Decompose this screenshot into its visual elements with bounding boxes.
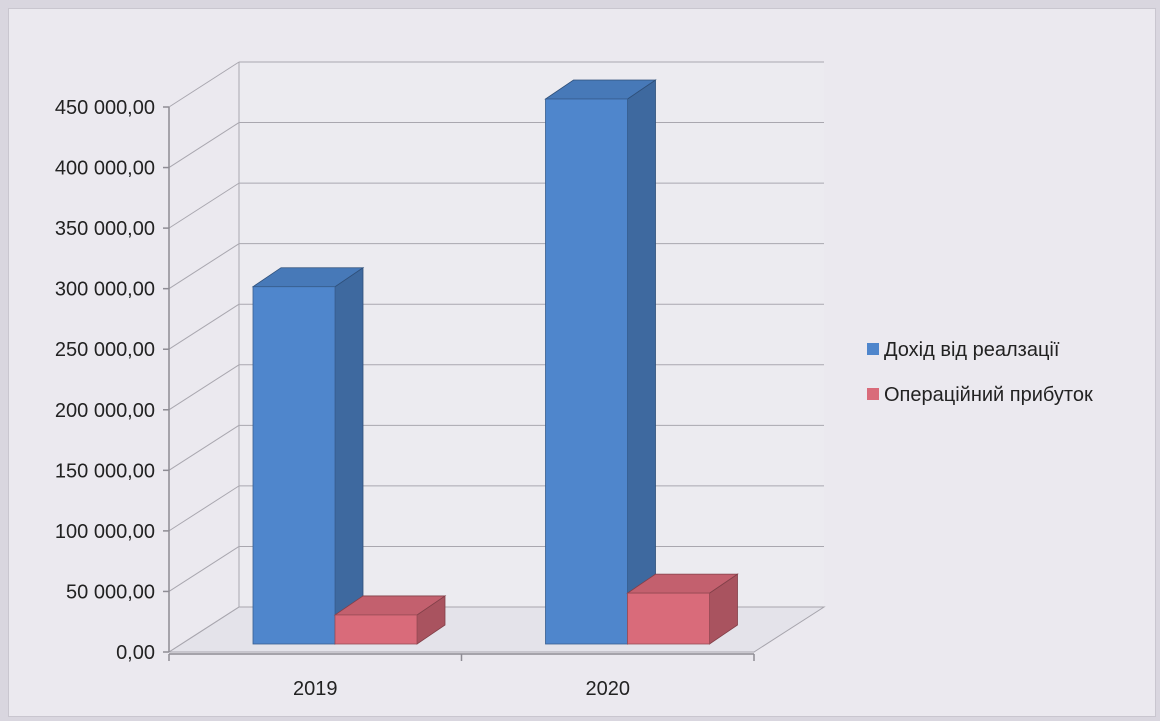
bar-front-face bbox=[627, 592, 710, 645]
bar-front-face bbox=[252, 286, 336, 645]
back-wall bbox=[239, 62, 824, 607]
legend: Дохід від реалзації Операційний прибуток bbox=[867, 339, 1093, 406]
chart-frame: 0,00 50 000,00 100 000,00 150 000,00 200 000… bbox=[8, 8, 1156, 717]
y-tick-label: 200 000,00 bbox=[55, 400, 155, 422]
y-tick-label: 450 000,00 bbox=[55, 97, 155, 119]
y-tick-label: 250 000,00 bbox=[55, 339, 155, 361]
bar bbox=[251, 266, 365, 645]
bar-front-face bbox=[334, 614, 418, 645]
y-tick-label: 350 000,00 bbox=[55, 218, 155, 240]
bar-side-face bbox=[334, 266, 364, 645]
bar-front-face bbox=[545, 98, 628, 645]
gridline-side bbox=[168, 424, 240, 471]
y-tick-label: 0,00 bbox=[116, 642, 155, 664]
gridline-side bbox=[168, 546, 240, 592]
bar bbox=[626, 573, 739, 645]
legend-label: Дохід від реалзації bbox=[884, 339, 1060, 361]
bar-side-face bbox=[627, 79, 656, 645]
gridline-side bbox=[168, 243, 240, 290]
gridline-side bbox=[168, 303, 240, 350]
gridline-side bbox=[168, 364, 240, 411]
gridline-side bbox=[168, 122, 240, 168]
gridline-side bbox=[168, 182, 240, 229]
gridline-side bbox=[168, 485, 240, 532]
legend-swatch bbox=[867, 343, 879, 355]
bar bbox=[333, 595, 447, 645]
y-tick-labels: 0,00 50 000,00 100 000,00 150 000,00 200 000… bbox=[55, 97, 155, 664]
legend-entry: Дохід від реалзації bbox=[867, 339, 1060, 361]
y-tick-label: 300 000,00 bbox=[55, 279, 155, 301]
x-tick-label: 2019 bbox=[293, 678, 338, 700]
x-tick-labels: 2019 2020 bbox=[293, 678, 630, 700]
legend-swatch bbox=[867, 388, 879, 400]
bar bbox=[544, 79, 657, 645]
gridline-side bbox=[168, 606, 240, 653]
y-tick-label: 50 000,00 bbox=[66, 581, 155, 603]
bars bbox=[251, 79, 739, 645]
y-tick-label: 100 000,00 bbox=[55, 521, 155, 543]
legend-entry: Операційний прибуток bbox=[867, 384, 1093, 406]
gridline-side bbox=[168, 61, 240, 108]
y-tick-label: 150 000,00 bbox=[55, 460, 155, 482]
chart-svg: 0,00 50 000,00 100 000,00 150 000,00 200 000… bbox=[55, 61, 1093, 700]
legend-label: Операційний прибуток bbox=[884, 384, 1093, 406]
y-tick-label: 400 000,00 bbox=[55, 158, 155, 180]
axes bbox=[163, 62, 755, 661]
x-tick-label: 2020 bbox=[586, 678, 631, 700]
